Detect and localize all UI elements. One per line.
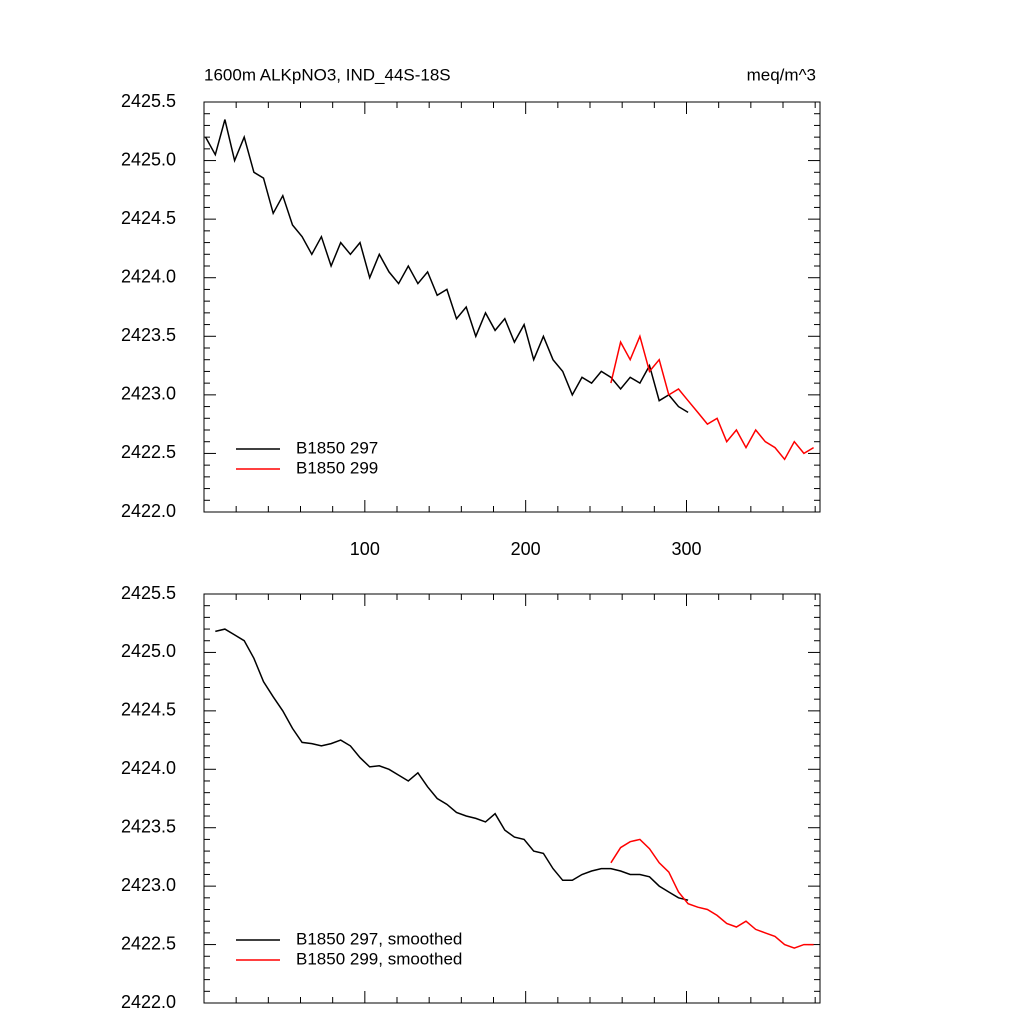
legend-label: B1850 299 [296,458,378,477]
y-tick-label: 2422.0 [121,992,176,1012]
units-label: meq/m^3 [747,65,816,84]
y-tick-label: 2423.5 [121,816,176,836]
y-tick-label: 2424.5 [121,208,176,228]
series-line [610,838,814,949]
y-tick-label: 2424.0 [121,266,176,286]
series-line [204,119,689,414]
x-tick-label: 300 [671,539,701,559]
y-tick-label: 2422.5 [121,442,176,462]
y-tick-label: 2425.0 [121,149,176,169]
y-tick-label: 2425.0 [121,641,176,661]
x-tick-label: 200 [511,539,541,559]
y-tick-label: 2425.5 [121,91,176,111]
y-tick-label: 2423.5 [121,325,176,345]
legend-label: B1850 297 [296,438,378,457]
x-tick-label: 100 [350,539,380,559]
plot-frame [203,101,821,513]
plot-frame [203,593,821,1004]
chart-title: 1600m ALKpNO3, IND_44S-18S [204,65,451,84]
legend-label: B1850 297, smoothed [296,929,462,948]
y-tick-label: 2423.0 [121,875,176,895]
y-tick-label: 2422.5 [121,933,176,953]
y-tick-label: 2425.5 [121,583,176,603]
y-tick-label: 2422.0 [121,501,176,521]
series-line [610,333,814,461]
y-tick-label: 2424.0 [121,758,176,778]
y-tick-label: 2423.0 [121,384,176,404]
y-tick-label: 2424.5 [121,700,176,720]
legend-label: B1850 299, smoothed [296,949,462,968]
series-line [215,628,689,901]
